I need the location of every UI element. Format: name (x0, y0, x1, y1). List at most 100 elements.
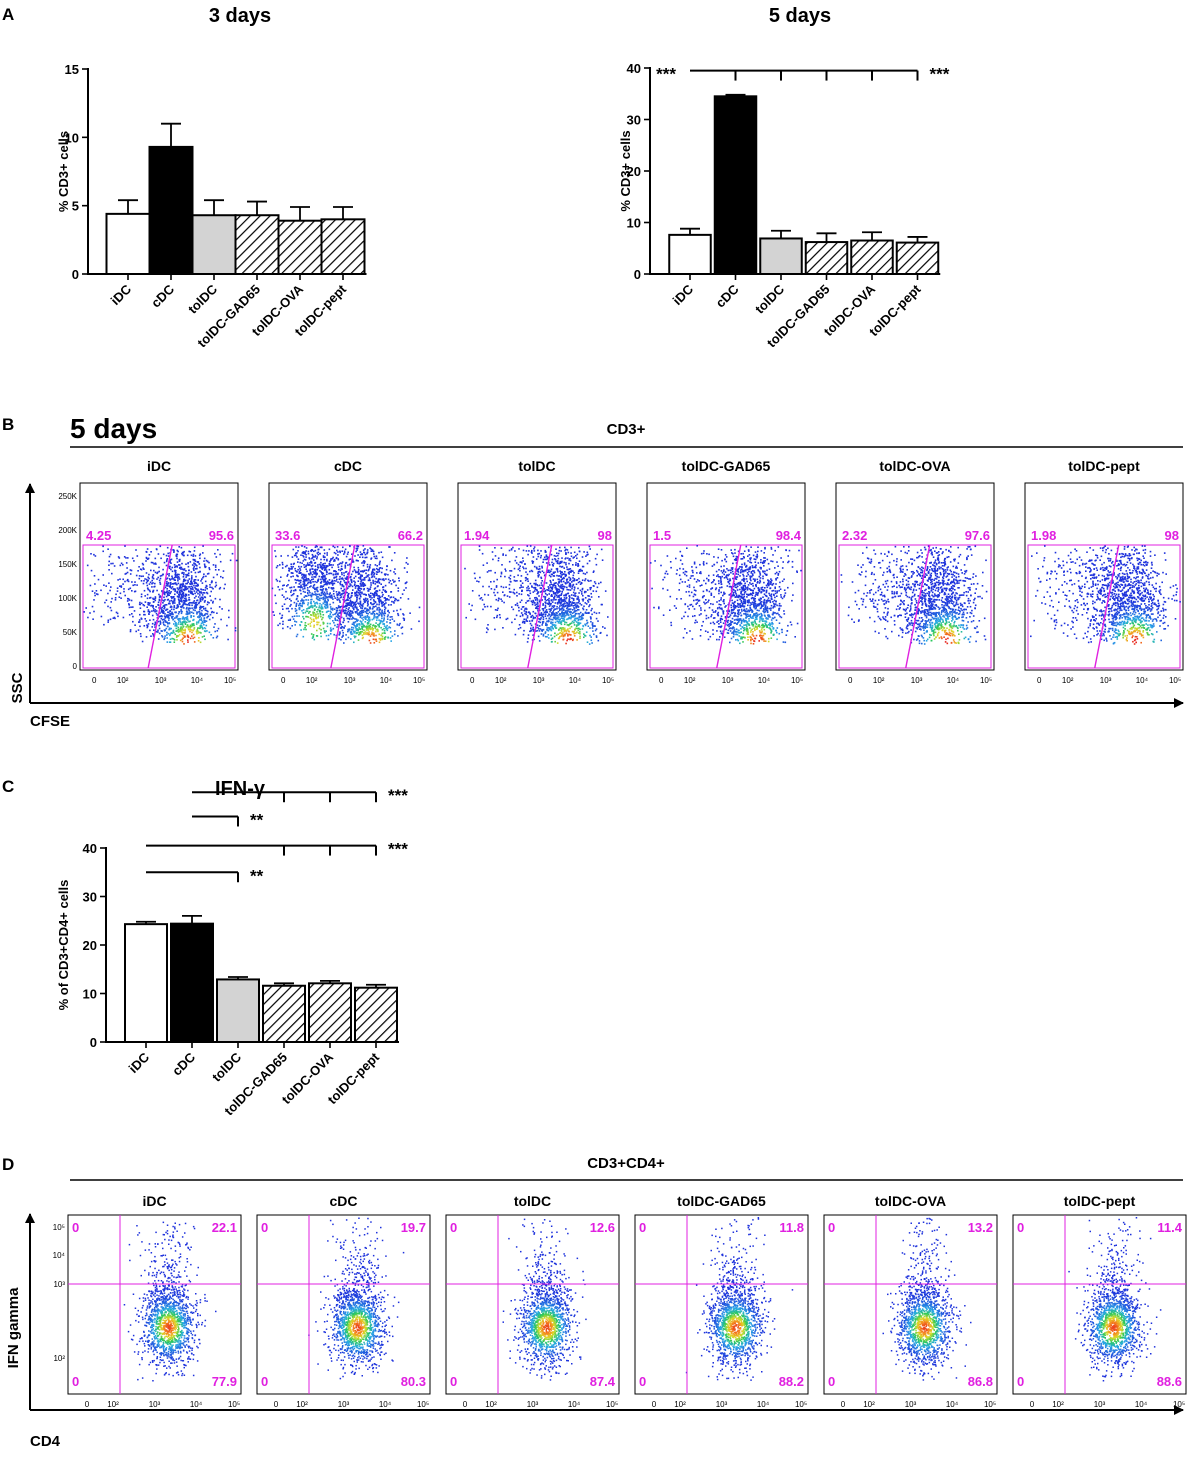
x-tick-label: 10⁴ (946, 1400, 959, 1409)
y-tick-label: 0 (73, 662, 78, 671)
quadrant-upper-right: 11.4 (1157, 1220, 1182, 1235)
x-tick-label: 10² (117, 676, 129, 685)
chart-title: 5 days (769, 5, 831, 27)
x-tick-label: 10² (107, 1400, 119, 1409)
x-tick-label: 0 (659, 676, 664, 685)
flow-plot-title: cDC (329, 1193, 357, 1209)
panel-b-y-label: SSC (9, 672, 26, 703)
x-tick-label: 10³ (344, 676, 356, 685)
y-tick-label: 250K (58, 492, 77, 501)
panel-label-c: C (2, 777, 14, 796)
y-tick-label: 50K (63, 628, 78, 637)
x-tick-label: 10² (873, 676, 885, 685)
gate-left-percent: 1.94 (464, 528, 490, 543)
bar-cDC (715, 96, 757, 274)
x-tick-label: 10⁵ (1169, 676, 1181, 685)
flow-plot-title: tolDC-pept (1064, 1193, 1136, 1209)
x-tick-label: 0 (85, 1400, 90, 1409)
x-tick-label: tolDC (752, 281, 788, 317)
quadrant-lower-right: 88.6 (1157, 1374, 1182, 1389)
significance-label: *** (930, 65, 950, 84)
bar-iDC (125, 924, 167, 1042)
x-tick-label: cDC (169, 1049, 198, 1078)
panel-b-x-label: CFSE (30, 713, 70, 730)
quadrant-lower-left: 0 (1017, 1374, 1024, 1389)
flow-plot-title: tolDC-pept (1068, 458, 1140, 474)
y-tick-label: 10 (65, 130, 79, 145)
x-tick-label: 10³ (1094, 1400, 1106, 1409)
quadrant-lower-right: 80.3 (401, 1374, 426, 1389)
x-tick-label: 10⁴ (568, 1400, 581, 1409)
y-tick-label: 10⁴ (53, 1251, 66, 1260)
significance-label: *** (656, 65, 676, 84)
flow-plot-title: cDC (334, 458, 362, 474)
quadrant-upper-right: 11.8 (779, 1220, 804, 1235)
x-tick-label: 10³ (1100, 676, 1112, 685)
gate-right-percent: 66.2 (398, 528, 423, 543)
bar-tolDC-GAD65 (236, 215, 279, 274)
figure: A B C D 3 days% CD3+ cells051015iDC cDC to… (0, 0, 1189, 1460)
plot-frame (635, 1215, 808, 1394)
y-tick-label: 10² (53, 1354, 65, 1363)
flow-plot-title: tolDC-GAD65 (677, 1193, 766, 1209)
plot-frame (68, 1215, 241, 1394)
y-tick-label: 100K (58, 594, 77, 603)
x-tick-label: iDC (670, 281, 697, 308)
x-tick-label: 10⁵ (791, 676, 803, 685)
y-axis-label: % of CD3+CD4+ cells (56, 880, 71, 1011)
y-tick-label: 0 (634, 267, 641, 282)
bar-tolDC-pept (322, 219, 365, 274)
x-tick-label: 10⁴ (758, 676, 771, 685)
quadrant-lower-right: 87.4 (590, 1374, 616, 1389)
x-tick-label: 10² (863, 1400, 875, 1409)
x-tick-label: 10⁴ (1136, 676, 1149, 685)
x-tick-label: 10⁴ (947, 676, 960, 685)
significance-label: ** (250, 866, 264, 885)
x-tick-label: 0 (841, 1400, 846, 1409)
quadrant-upper-right: 22.1 (212, 1220, 237, 1235)
x-tick-label: 10³ (527, 1400, 539, 1409)
quadrant-upper-right: 19.7 (401, 1220, 426, 1235)
y-tick-label: 30 (83, 890, 97, 905)
quadrant-lower-left: 0 (261, 1374, 268, 1389)
x-tick-label: 10⁵ (602, 676, 614, 685)
bar-tolDC-OVA (309, 983, 351, 1042)
x-tick-label: 10² (296, 1400, 308, 1409)
panel-d-y-label: IFN gamma (5, 1287, 22, 1369)
quadrant-lower-right: 88.2 (779, 1374, 804, 1389)
y-tick-label: 0 (72, 267, 79, 282)
x-tick-label: 0 (92, 676, 97, 685)
chart-title: 3 days (209, 5, 271, 27)
y-tick-label: 5 (72, 199, 79, 214)
x-tick-label: 10⁵ (224, 676, 236, 685)
y-tick-label: 10 (627, 216, 641, 231)
x-tick-label: 10³ (149, 1400, 161, 1409)
panel-d-x-label: CD4 (30, 1433, 61, 1450)
flow-plot-title: tolDC-OVA (879, 458, 950, 474)
quadrant-lower-left: 0 (639, 1374, 646, 1389)
panel-label-d: D (2, 1155, 14, 1174)
x-tick-label: 10⁴ (190, 1400, 203, 1409)
y-tick-label: 20 (83, 938, 97, 953)
x-tick-label: 10² (674, 1400, 686, 1409)
flow-plot-title: tolDC-GAD65 (682, 458, 771, 474)
plot-frame (824, 1215, 997, 1394)
y-tick-label: 20 (627, 164, 641, 179)
quadrant-upper-left: 0 (1017, 1220, 1024, 1235)
y-tick-label: 10³ (53, 1280, 65, 1289)
x-tick-label: 10² (306, 676, 318, 685)
bar-tolDC-GAD65 (263, 986, 305, 1042)
significance-label: ** (250, 810, 264, 829)
x-tick-label: 10⁵ (795, 1400, 807, 1409)
x-tick-label: 0 (652, 1400, 657, 1409)
bar-cDC (150, 147, 193, 274)
